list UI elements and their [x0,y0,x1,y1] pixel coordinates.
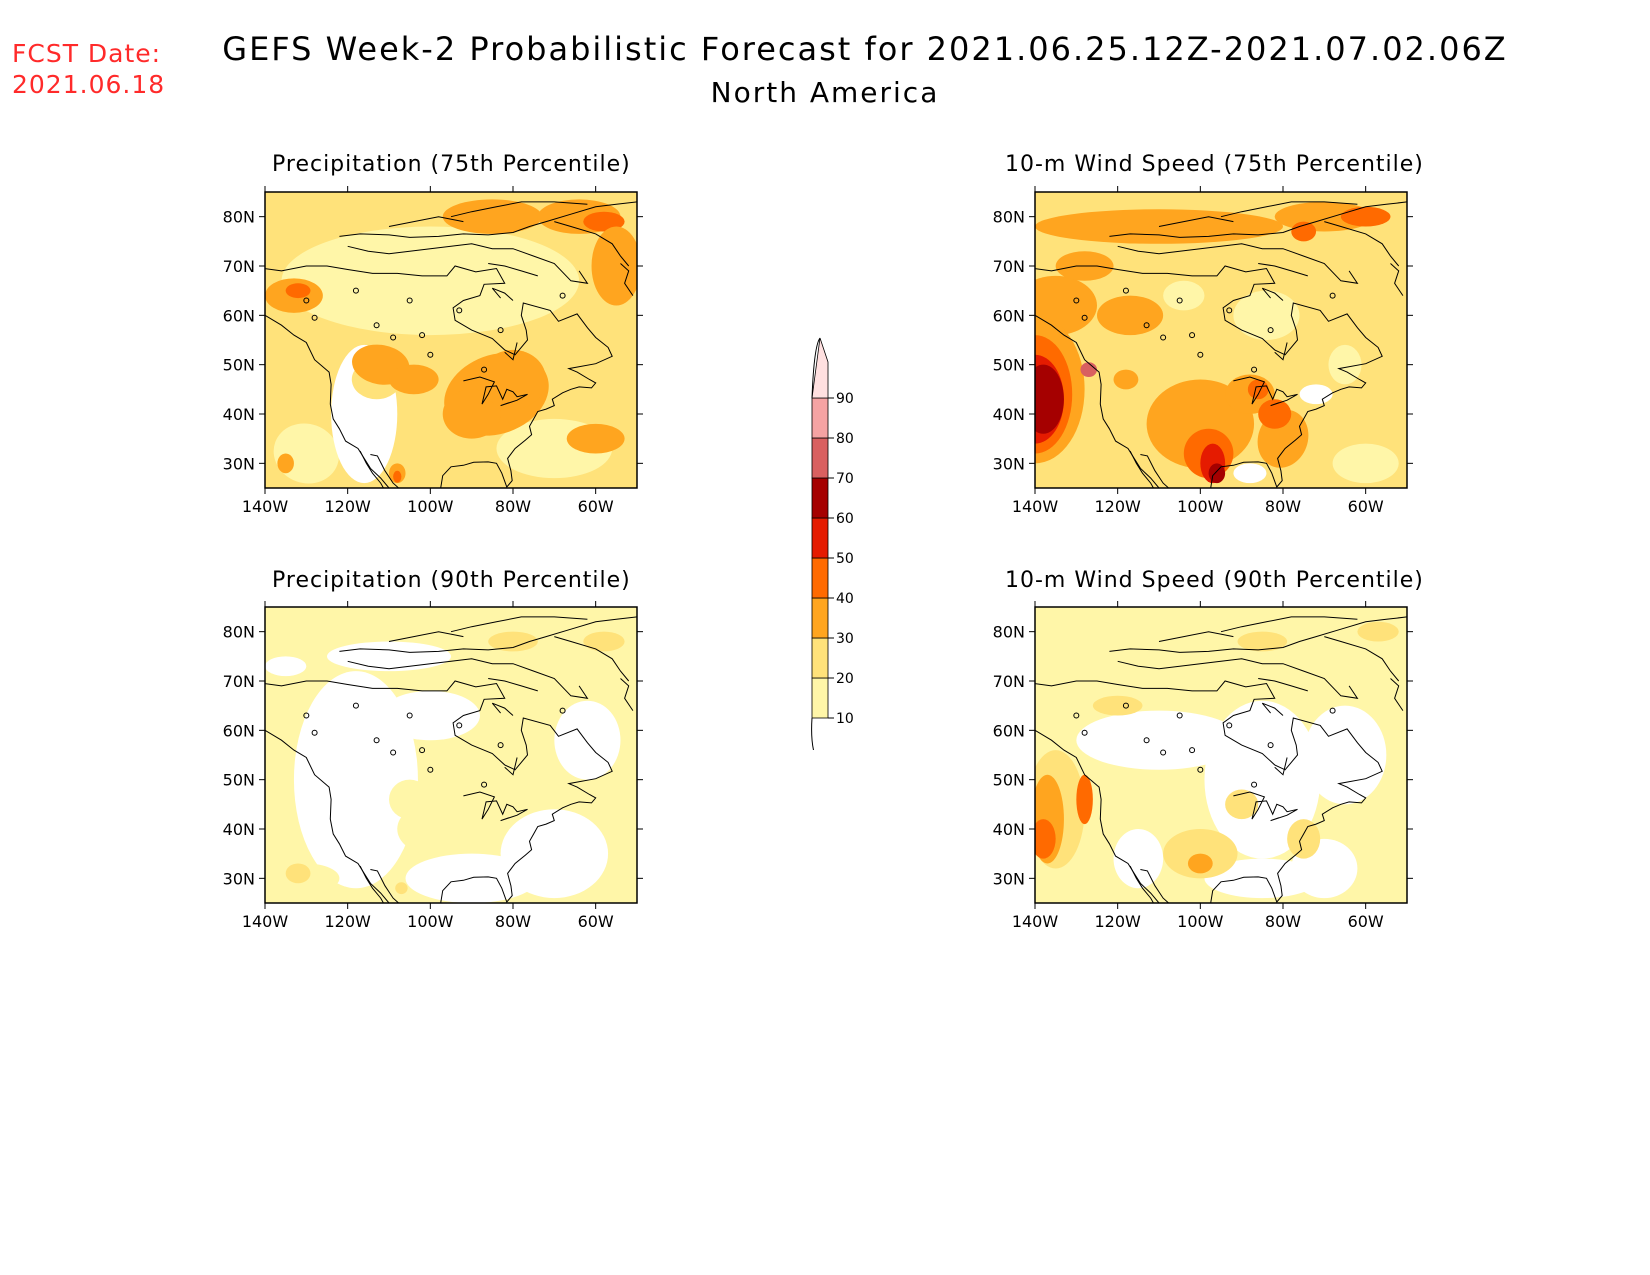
lat-tick-label: 80N [993,623,1025,642]
lon-tick-label: 80W [495,497,531,516]
lat-tick-label: 60N [993,721,1025,740]
panel-title-wind75: 10-m Wind Speed (75th Percentile) [1005,152,1424,177]
lon-tick-label: 140W [242,912,289,931]
colorbar-swatch [811,557,829,599]
forecast-date-label: FCST Date: [12,39,162,68]
colorbar-swatch [811,677,829,719]
colorbar-swatch [811,437,829,479]
coastlines [265,616,637,903]
map-wind90: 80N 70N 60N 50N 40N 30N 140W 120W 100W 80W 60W [993,601,1413,931]
main-title-region: North America [710,76,940,109]
lon-tick-label: 120W [1094,912,1141,931]
lat-tick-label: 70N [993,257,1025,276]
lon-tick-label: 120W [324,912,371,931]
colorbar-swatch [811,397,829,439]
colorbar-label: 40 [836,591,854,607]
lat-tick-label: 30N [993,454,1025,473]
lat-tick-label: 80N [223,623,255,642]
map-frame [264,606,638,904]
forecast-date: FCST Date: 2021.06.18 [12,38,165,100]
shaded-field [1035,192,1407,488]
colorbar: 10 20 30 40 50 60 70 80 90 [811,337,854,750]
lat-tick-label: 60N [223,721,255,740]
lon-tick-label: 140W [1012,912,1059,931]
lon-tick-label: 120W [1094,497,1141,516]
colorbar-swatch [811,637,829,679]
lon-tick-label: 100W [407,912,454,931]
lat-tick-label: 40N [223,820,255,839]
colorbar-swatch [811,337,829,399]
lon-tick-label: 140W [242,497,289,516]
shaded-field [265,607,637,903]
colorbar-label: 80 [836,431,854,447]
lat-tick-label: 70N [223,257,255,276]
coastlines [265,201,637,488]
lat-tick-label: 80N [223,208,255,227]
lon-tick-label: 80W [1265,912,1301,931]
coastlines [1035,616,1407,903]
lat-tick-label: 60N [993,306,1025,325]
map-wind75: 80N 70N 60N 50N 40N 30N 140W 120W 100W 80W 60W [993,186,1413,516]
lat-tick-label: 70N [993,672,1025,691]
lon-tick-label: 60W [1348,497,1384,516]
colorbar-swatch [811,597,829,639]
map-frame [1034,606,1408,904]
colorbar-swatch [811,517,829,559]
lat-tick-label: 60N [223,306,255,325]
lat-tick-label: 30N [223,454,255,473]
colorbar-swatch [811,477,829,519]
colorbar-label: 90 [836,391,854,407]
lat-tick-label: 40N [993,405,1025,424]
panel-title-precip75: Precipitation (75th Percentile) [272,152,631,177]
lon-tick-label: 80W [1265,497,1301,516]
lon-tick-label: 100W [1177,912,1224,931]
map-precip90: 80N 70N 60N 50N 40N 30N 140W 120W 100W 80W 60W [223,601,643,931]
lon-tick-label: 60W [578,497,614,516]
lon-tick-label: 60W [1348,912,1384,931]
colorbar-label: 50 [836,551,854,567]
panel-title-wind90: 10-m Wind Speed (90th Percentile) [1005,568,1424,593]
lat-tick-label: 50N [223,771,255,790]
lat-tick-label: 40N [223,405,255,424]
coastlines [1035,201,1407,488]
lat-tick-label: 30N [993,869,1025,888]
main-title-line1: GEFS Week-2 Probabilistic Forecast for 2… [222,30,1508,68]
panel-title-precip90: Precipitation (90th Percentile) [272,568,631,593]
lon-tick-label: 80W [495,912,531,931]
colorbar-label: 10 [836,711,854,727]
shaded-field [1035,607,1407,903]
lon-tick-label: 140W [1012,497,1059,516]
lat-tick-label: 30N [223,869,255,888]
colorbar-label: 70 [836,471,854,487]
colorbar-label: 30 [836,631,854,647]
shaded-field [265,192,637,488]
lon-tick-label: 100W [1177,497,1224,516]
colorbar-label: 60 [836,511,854,527]
lat-tick-label: 80N [993,208,1025,227]
lon-tick-label: 120W [324,497,371,516]
map-precip75: 80N 70N 60N 50N 40N 30N 140W 120W 100W 80W 60W [223,186,643,516]
lat-tick-label: 40N [993,820,1025,839]
forecast-date-value: 2021.06.18 [12,70,166,99]
lat-tick-label: 50N [993,356,1025,375]
map-frame [264,191,638,489]
lon-tick-label: 100W [407,497,454,516]
map-frame [1034,191,1408,489]
main-title: GEFS Week-2 Probabilistic Forecast for 2… [0,30,1650,109]
lon-tick-label: 60W [578,912,614,931]
lat-tick-label: 50N [993,771,1025,790]
lat-tick-label: 70N [223,672,255,691]
colorbar-label: 20 [836,671,854,687]
lat-tick-label: 50N [223,356,255,375]
